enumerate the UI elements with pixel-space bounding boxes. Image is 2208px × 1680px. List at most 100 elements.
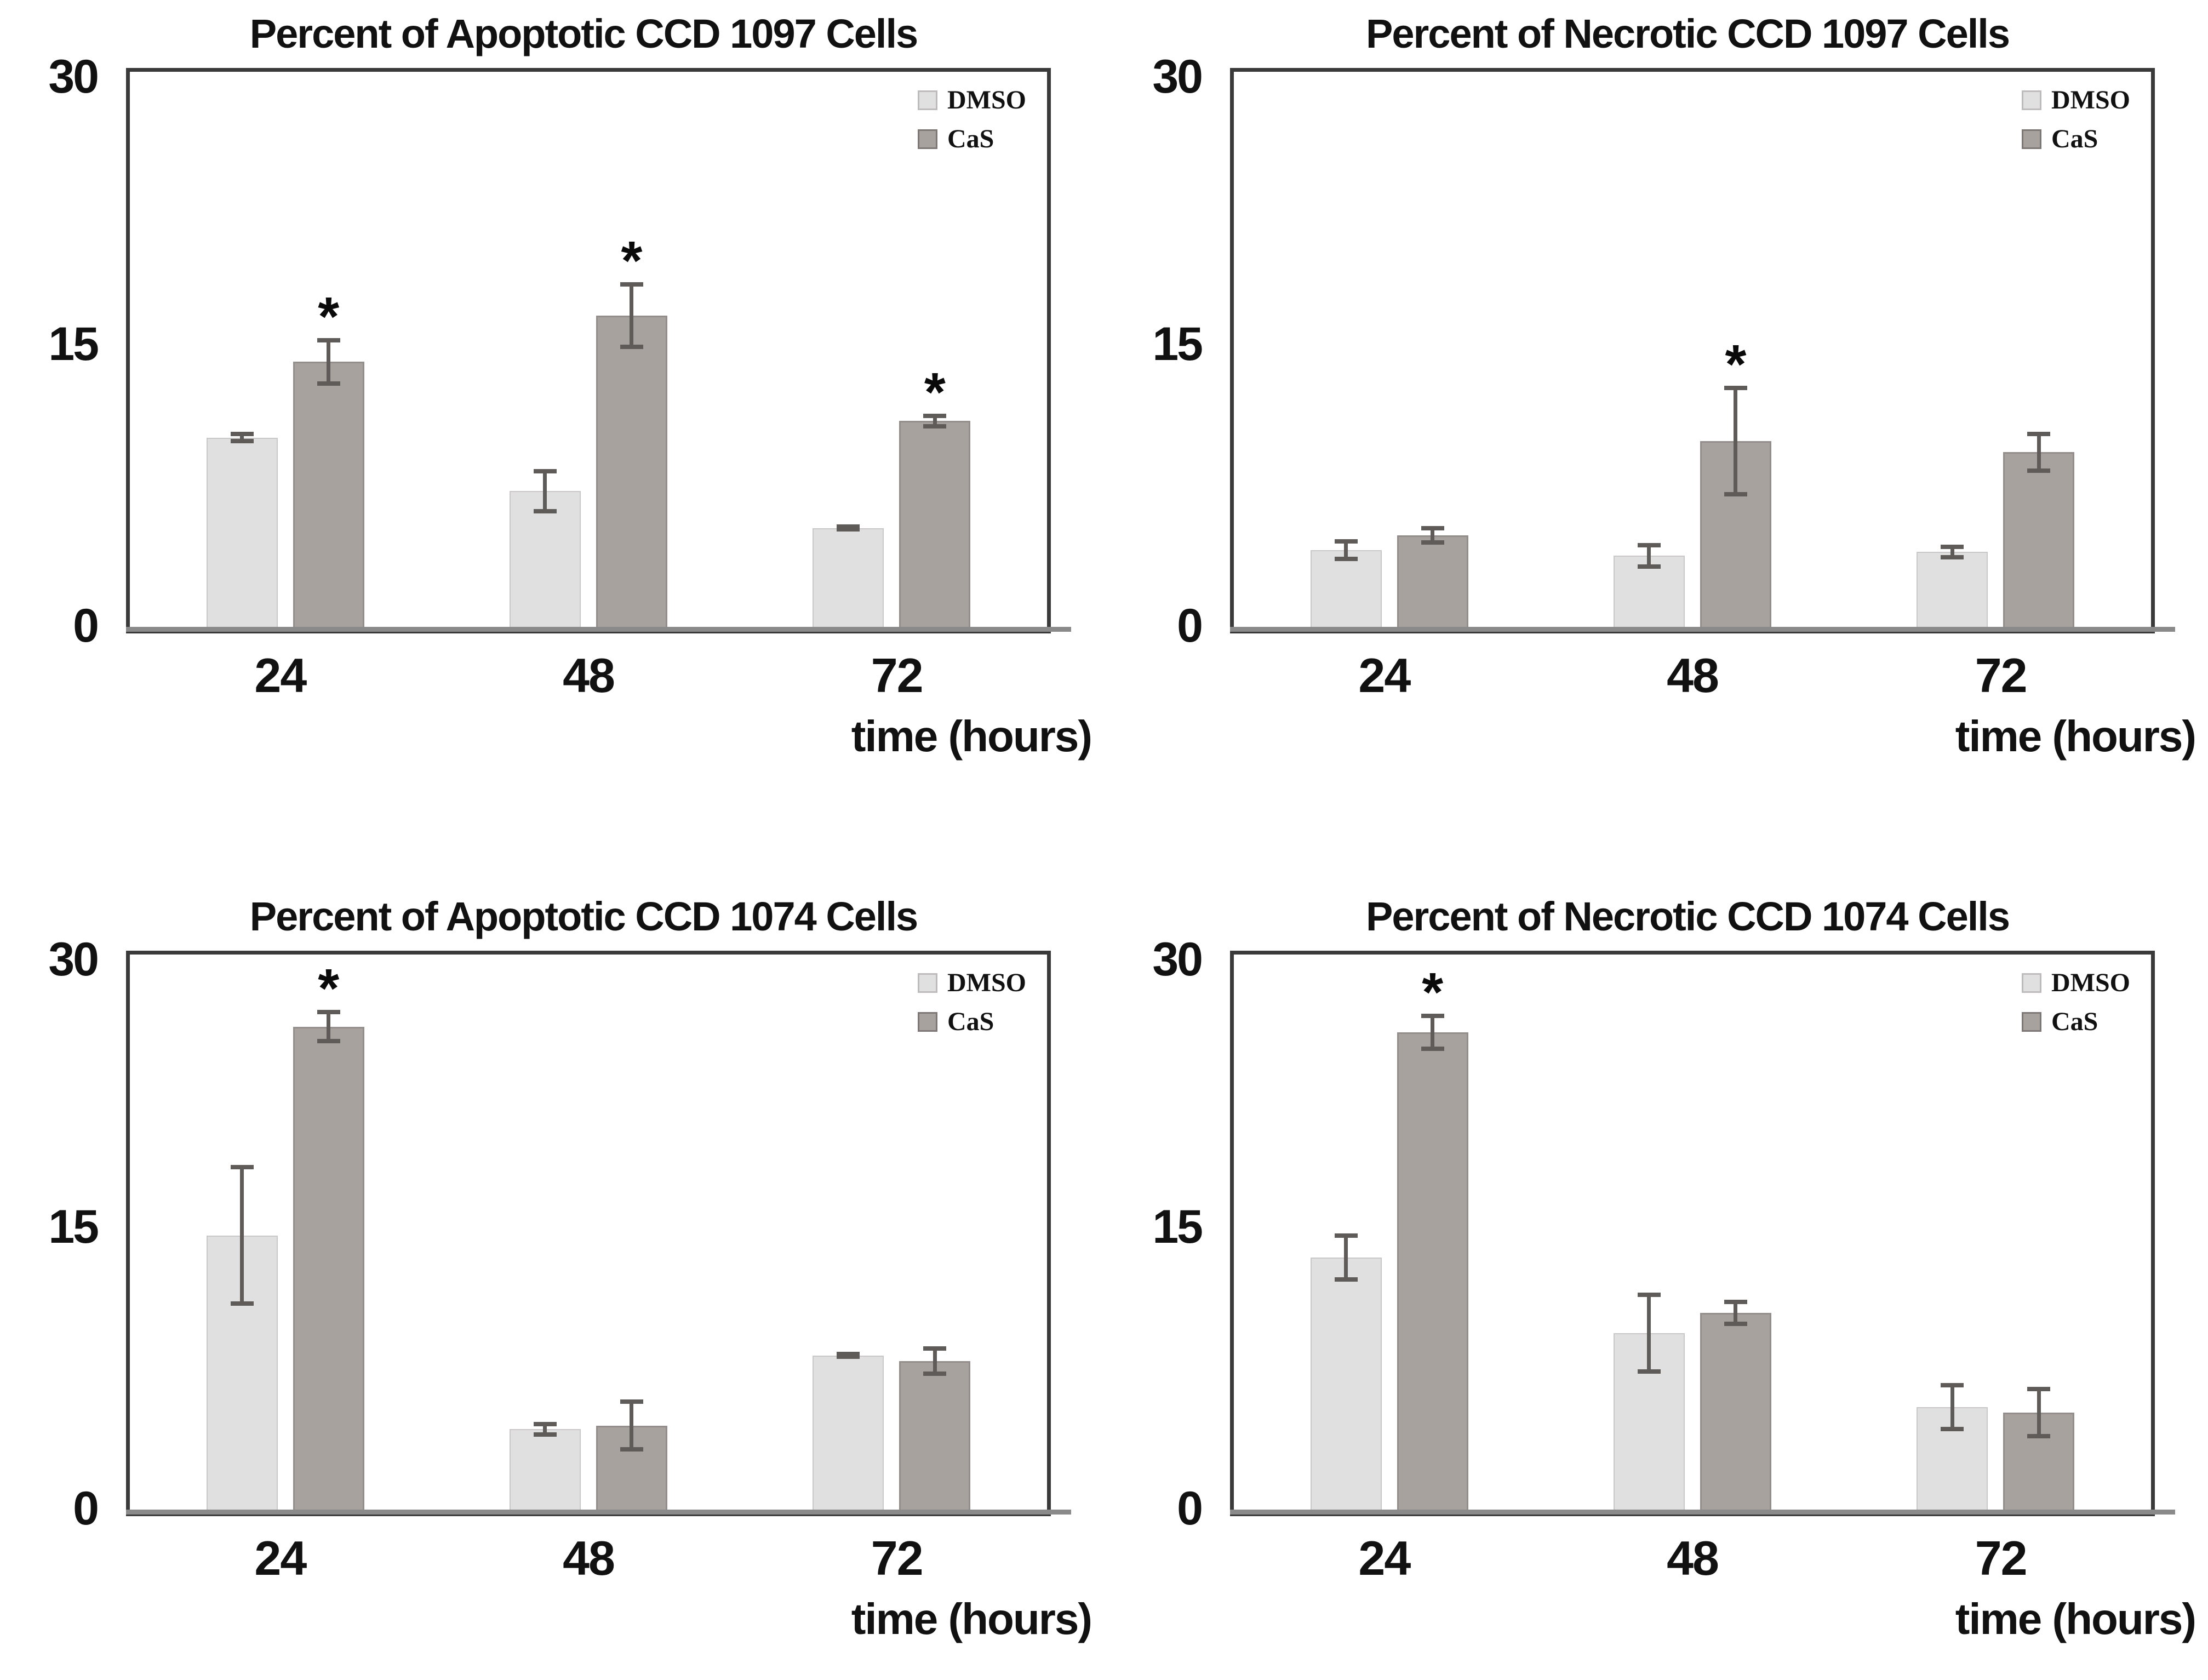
legend-swatch-dmso-icon xyxy=(2022,90,2041,110)
error-bar xyxy=(1637,542,1661,569)
error-bar-cap-bottom xyxy=(1334,557,1358,562)
error-bar-cap-bottom xyxy=(1724,492,1747,497)
x-axis-title: time (hours) xyxy=(851,1595,1092,1643)
error-bar-line xyxy=(240,1165,244,1306)
x-axis-title: time (hours) xyxy=(1955,712,2196,761)
x-tick-label-72: 72 xyxy=(1975,648,2028,702)
significance-asterisk: * xyxy=(318,958,340,1020)
error-bar xyxy=(1421,526,1444,545)
x-tick-labels: 24 48 72 xyxy=(1230,1530,2155,1586)
error-bar-cap-bottom xyxy=(1941,1426,1964,1431)
error-bar-line xyxy=(327,1010,331,1044)
bar-groups: * xyxy=(134,958,1043,1512)
error-bar xyxy=(1724,386,1747,497)
error-bar xyxy=(2027,432,2051,473)
x-tick-label-48: 48 xyxy=(1667,1531,1719,1585)
legend-row-cas: CaS xyxy=(918,124,1026,154)
bar-slot-cas-48h xyxy=(1700,958,1771,1512)
bar-cas-48h xyxy=(596,316,667,630)
bar-dmso-24h xyxy=(1310,1257,1382,1512)
bar-cas-24h xyxy=(293,1026,364,1512)
error-bar-cap-bottom xyxy=(317,1039,340,1044)
bar-slot-cas-72h: * xyxy=(899,76,971,630)
x-axis-title: time (hours) xyxy=(851,712,1092,761)
significance-asterisk: * xyxy=(621,230,643,292)
bar-slot-dmso-24h xyxy=(206,76,278,630)
legend: DMSO CaS xyxy=(918,968,1026,1045)
chart-title: Percent of Necrotic CCD 1074 Cells xyxy=(1365,894,2010,939)
legend: DMSO CaS xyxy=(2022,85,2130,163)
error-bar-cap-bottom xyxy=(2027,468,2051,473)
y-tick-label-0: 0 xyxy=(73,1482,99,1535)
bar-dmso-24h xyxy=(206,437,278,630)
plot-wrap: 30 15 0 DMSO CaS * xyxy=(48,933,1071,1535)
x-tick-labels: 24 48 72 xyxy=(126,648,1051,704)
legend: DMSO CaS xyxy=(2022,968,2130,1045)
legend-swatch-cas-icon xyxy=(918,129,937,149)
error-bar-line xyxy=(1431,1014,1435,1051)
bar-cas-72h xyxy=(899,421,971,630)
legend-row-dmso: DMSO xyxy=(2022,968,2130,998)
error-bar-cap-bottom xyxy=(230,438,254,443)
bar-slot-dmso-48h xyxy=(509,76,581,630)
legend-label-dmso: DMSO xyxy=(947,968,1026,997)
legend-row-cas: CaS xyxy=(2022,124,2130,154)
legend-row-dmso: DMSO xyxy=(918,85,1026,115)
error-bar xyxy=(317,338,340,386)
bar-dmso-72h xyxy=(813,528,884,630)
x-axis-line xyxy=(1230,1510,2175,1515)
bar-slot-cas-72h xyxy=(2003,958,2075,1512)
error-bar xyxy=(1724,1300,1747,1326)
x-tick-label-24: 24 xyxy=(1358,648,1411,702)
bar-groups: * xyxy=(1238,76,2147,630)
error-bar-cap-bottom xyxy=(533,508,557,513)
error-bar xyxy=(230,1165,254,1306)
y-tick-label-15: 15 xyxy=(48,1201,99,1253)
error-bar-line xyxy=(630,1399,634,1452)
chart-apoptotic-ccd-1074: Percent of Apoptotic CCD 1074 Cells 30 15 0… xyxy=(0,840,1104,1680)
y-tick-label-15: 15 xyxy=(1152,1201,1203,1253)
x-tick-label-72: 72 xyxy=(871,1531,924,1585)
significance-asterisk: * xyxy=(318,285,340,347)
legend-swatch-cas-icon xyxy=(2022,129,2041,149)
x-axis-title: time (hours) xyxy=(1955,1595,2196,1643)
error-bar xyxy=(620,1399,643,1452)
error-bar xyxy=(1421,1014,1444,1051)
error-bar-line xyxy=(1344,1233,1348,1282)
error-bar-cap-bottom xyxy=(1941,555,1964,559)
chart-title: Percent of Apoptotic CCD 1074 Cells xyxy=(249,894,918,939)
error-bar-cap-bottom xyxy=(317,381,340,386)
error-bar xyxy=(837,524,860,532)
error-bar-cap-bottom xyxy=(620,1447,643,1452)
bar-slot-cas-48h: * xyxy=(596,76,667,630)
significance-asterisk: * xyxy=(924,361,946,423)
y-tick-label-30: 30 xyxy=(48,933,99,986)
chart-apoptotic-ccd-1097: Percent of Apoptotic CCD 1097 Cells 30 15 0… xyxy=(0,0,1104,840)
error-bar xyxy=(923,1346,947,1376)
plot-area: DMSO CaS * xyxy=(126,951,1071,1516)
group-48h: * xyxy=(437,76,740,630)
bar-dmso-72h xyxy=(1917,552,1988,630)
y-tick-label-30: 30 xyxy=(1152,933,1203,986)
x-tick-label-24: 24 xyxy=(254,1531,307,1585)
legend-row-cas: CaS xyxy=(2022,1007,2130,1037)
bar-cas-24h xyxy=(1397,535,1468,630)
bar-dmso-24h xyxy=(1310,550,1382,630)
group-24h: * xyxy=(134,76,437,630)
group-72h xyxy=(1844,76,2147,630)
group-24h xyxy=(1238,76,1541,630)
bar-slot-cas-72h xyxy=(899,958,971,1512)
bar-slot-dmso-24h xyxy=(206,958,278,1512)
bar-cas-72h xyxy=(2003,452,2075,630)
legend-label-dmso: DMSO xyxy=(947,85,1026,115)
bar-slot-cas-48h: * xyxy=(1700,76,1771,630)
bar-slot-cas-48h xyxy=(596,958,667,1512)
error-bar-cap-bottom xyxy=(1637,1369,1661,1374)
bar-groups: * * * xyxy=(134,76,1043,630)
error-bar-cap-bottom xyxy=(230,1301,254,1306)
error-bar-line xyxy=(240,432,244,443)
significance-asterisk: * xyxy=(1725,334,1747,396)
bar-slot-dmso-24h xyxy=(1310,76,1382,630)
bar-slot-cas-72h xyxy=(2003,76,2075,630)
error-bar-line xyxy=(630,282,634,349)
